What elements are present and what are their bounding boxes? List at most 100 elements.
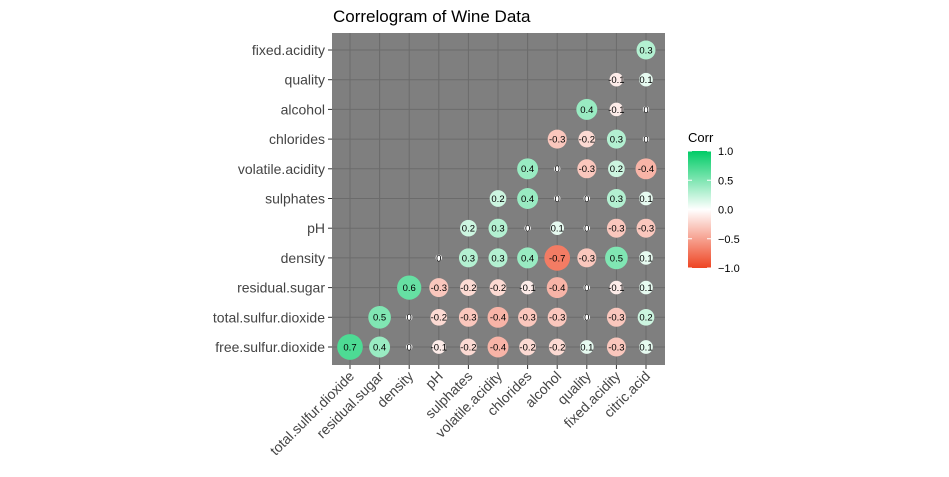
cell: 0.1 <box>550 221 565 236</box>
cell-value-label: 0.2 <box>491 194 504 205</box>
cell: 0 <box>406 342 413 353</box>
cell-circle <box>635 158 657 180</box>
cell: 0 <box>406 313 413 324</box>
cell-circle <box>524 225 531 232</box>
cell: -0.3 <box>636 218 656 238</box>
cell-circle <box>547 129 567 149</box>
cell-value-label: -0.3 <box>579 164 595 175</box>
cell-circle <box>517 158 539 180</box>
cell-circle <box>576 98 598 120</box>
cell-circle <box>435 254 442 262</box>
cell-circle <box>460 279 477 296</box>
cell: 0.4 <box>369 336 391 358</box>
cell: 0 <box>583 313 590 324</box>
x-tick-label: pH <box>422 368 446 392</box>
y-tick-label: fixed.acidity <box>252 42 325 58</box>
cell-value-label: 0.3 <box>639 45 652 56</box>
cell-circle <box>606 218 626 238</box>
cell: -0.3 <box>606 307 626 327</box>
cell-value-label: -0.4 <box>490 313 506 324</box>
legend-tick-label: 0.0 <box>718 205 733 217</box>
cell-value-label: 0.1 <box>551 224 564 235</box>
y-tick-label: total.sulfur.dioxide <box>213 309 325 325</box>
cell-value-label: 0.5 <box>373 313 386 324</box>
cell: 0.3 <box>458 248 478 268</box>
cell-value-label: 0 <box>436 253 441 264</box>
cell-circle <box>642 135 650 143</box>
cell: 0 <box>554 194 561 205</box>
cell: 0.3 <box>636 40 656 60</box>
cell: -0.7 <box>544 245 571 271</box>
cell-circle <box>639 340 653 354</box>
cell-value-label: -0.1 <box>608 283 624 294</box>
cell-value-label: 0.1 <box>580 342 593 353</box>
cell-value-label: 0.3 <box>491 253 504 264</box>
cell: 0.2 <box>608 160 625 178</box>
cell-value-label: 0 <box>643 135 648 146</box>
cell-circle <box>639 280 653 295</box>
cell: 0.1 <box>639 251 653 265</box>
cell: -0.1 <box>431 340 447 354</box>
cell-circle <box>606 307 626 327</box>
cell-value-label: -0.3 <box>549 135 565 146</box>
cell: -0.2 <box>430 308 448 326</box>
cell-value-label: -0.2 <box>431 313 447 324</box>
cell-circle <box>369 336 391 358</box>
cell-circle <box>642 106 650 113</box>
cell-value-label: -0.2 <box>460 342 476 353</box>
cell-value-label: -0.1 <box>608 105 624 116</box>
cell-value-label: 0.1 <box>639 194 652 205</box>
cell-circle <box>397 275 422 300</box>
cell: -0.1 <box>519 280 536 295</box>
cell-value-label: -0.1 <box>519 283 535 294</box>
cell-circle <box>368 305 391 329</box>
cell-value-label: 0 <box>555 194 560 205</box>
cell-circle <box>406 314 413 321</box>
cell-circle <box>609 280 624 295</box>
cell-circle <box>544 245 571 271</box>
cell-circle <box>431 340 446 354</box>
legend-tick-label: −1.0 <box>718 263 740 275</box>
cell-value-label: -0.2 <box>490 283 506 294</box>
cell: 0 <box>642 105 650 116</box>
cell-circle <box>519 338 536 356</box>
cell-value-label: -0.3 <box>608 224 624 235</box>
cell: -0.1 <box>608 72 625 87</box>
cell-circle <box>577 248 597 268</box>
cell-value-label: -0.4 <box>490 342 506 353</box>
cell-value-label: 0 <box>525 224 530 235</box>
cell: 0.5 <box>605 246 628 270</box>
y-tick-label: volatile.acidity <box>238 161 325 177</box>
cell-value-label: 0.1 <box>639 283 652 294</box>
cell-value-label: 0.4 <box>521 164 534 175</box>
cell-value-label: 0.4 <box>580 105 593 116</box>
cell-value-label: 0 <box>584 313 589 324</box>
cell: 0.1 <box>579 340 594 354</box>
cell-circle <box>606 337 626 357</box>
cell: -0.3 <box>547 307 567 327</box>
cell-value-label: -0.1 <box>431 342 447 353</box>
cell-circle <box>517 247 539 269</box>
cell-circle <box>583 284 590 291</box>
y-tick-label: sulphates <box>265 191 325 207</box>
cell-value-label: 0.6 <box>403 283 416 294</box>
cell: 0 <box>554 164 561 175</box>
cell: 0.7 <box>337 334 363 360</box>
cell: -0.3 <box>547 129 567 149</box>
cell: -0.3 <box>606 218 626 238</box>
cell-circle <box>636 218 656 238</box>
cell: -0.1 <box>608 280 625 295</box>
cell-circle <box>554 195 561 202</box>
cell: -0.3 <box>606 337 626 357</box>
cell-circle <box>639 72 653 87</box>
cell: -0.2 <box>489 279 507 296</box>
cell: -0.1 <box>608 102 625 117</box>
cell-circle <box>520 280 535 295</box>
cell-circle <box>608 160 625 178</box>
cell-value-label: 0.7 <box>343 342 356 353</box>
y-axis-labels: fixed.acidity quality alcohol chlorides vola… <box>213 42 332 355</box>
cell-circle <box>583 314 590 321</box>
cell-circle <box>487 336 509 358</box>
cell-circle <box>460 219 477 237</box>
cell-value-label: 0 <box>555 164 560 175</box>
